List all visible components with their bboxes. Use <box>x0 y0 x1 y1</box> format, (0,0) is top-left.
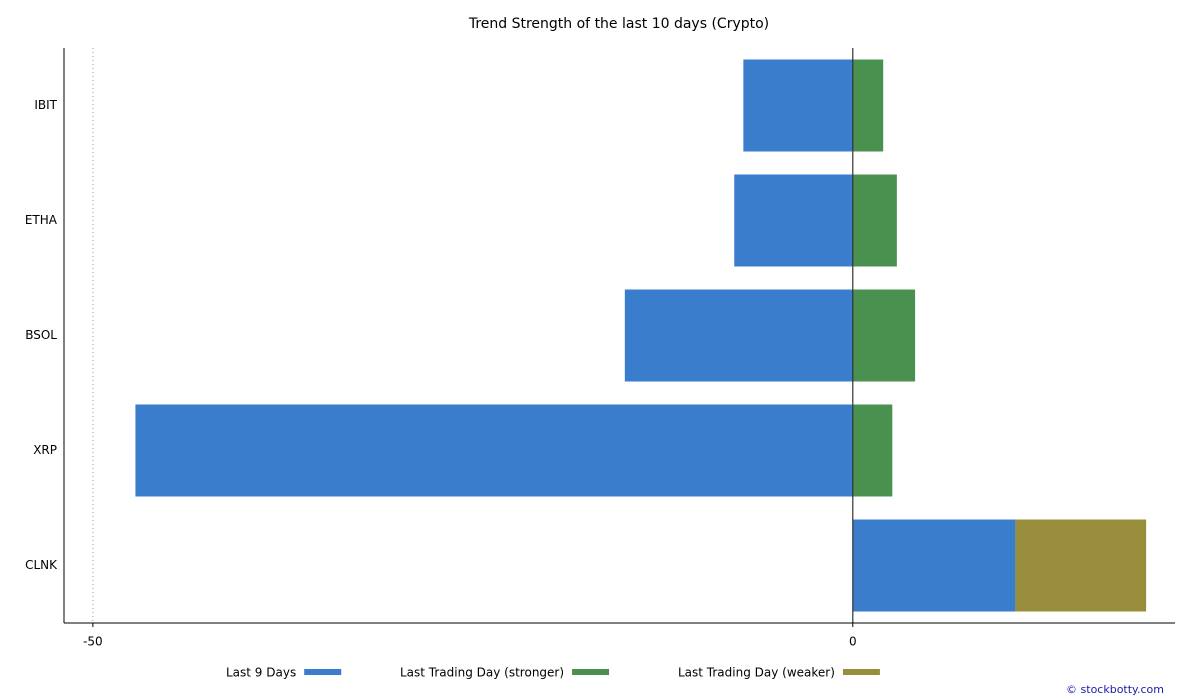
y-tick-label: ETHA <box>25 213 58 227</box>
x-tick-label: 0 <box>849 635 857 649</box>
bar <box>852 404 893 497</box>
chart-title: Trend Strength of the last 10 days (Cryp… <box>468 16 769 32</box>
watermark: © stockbotty.com <box>1066 683 1164 696</box>
y-tick-label: CLNK <box>25 558 58 572</box>
x-tick-label: -50 <box>83 635 103 649</box>
legend-swatch <box>842 669 880 675</box>
y-tick-label: XRP <box>33 443 57 457</box>
bar <box>624 289 853 382</box>
y-tick-label: BSOL <box>25 328 57 342</box>
bar <box>852 289 916 382</box>
bar <box>135 404 853 497</box>
legend-swatch <box>572 669 610 675</box>
bar <box>743 59 853 152</box>
y-tick-label: IBIT <box>34 98 57 112</box>
legend-label: Last Trading Day (stronger) <box>400 666 564 680</box>
bar <box>852 59 884 152</box>
bar <box>852 174 897 267</box>
bar <box>1015 519 1147 612</box>
legend-label: Last Trading Day (weaker) <box>678 666 835 680</box>
legend-label: Last 9 Days <box>226 666 296 680</box>
bar <box>852 519 1016 612</box>
bar <box>734 174 853 267</box>
legend-swatch <box>304 669 342 675</box>
